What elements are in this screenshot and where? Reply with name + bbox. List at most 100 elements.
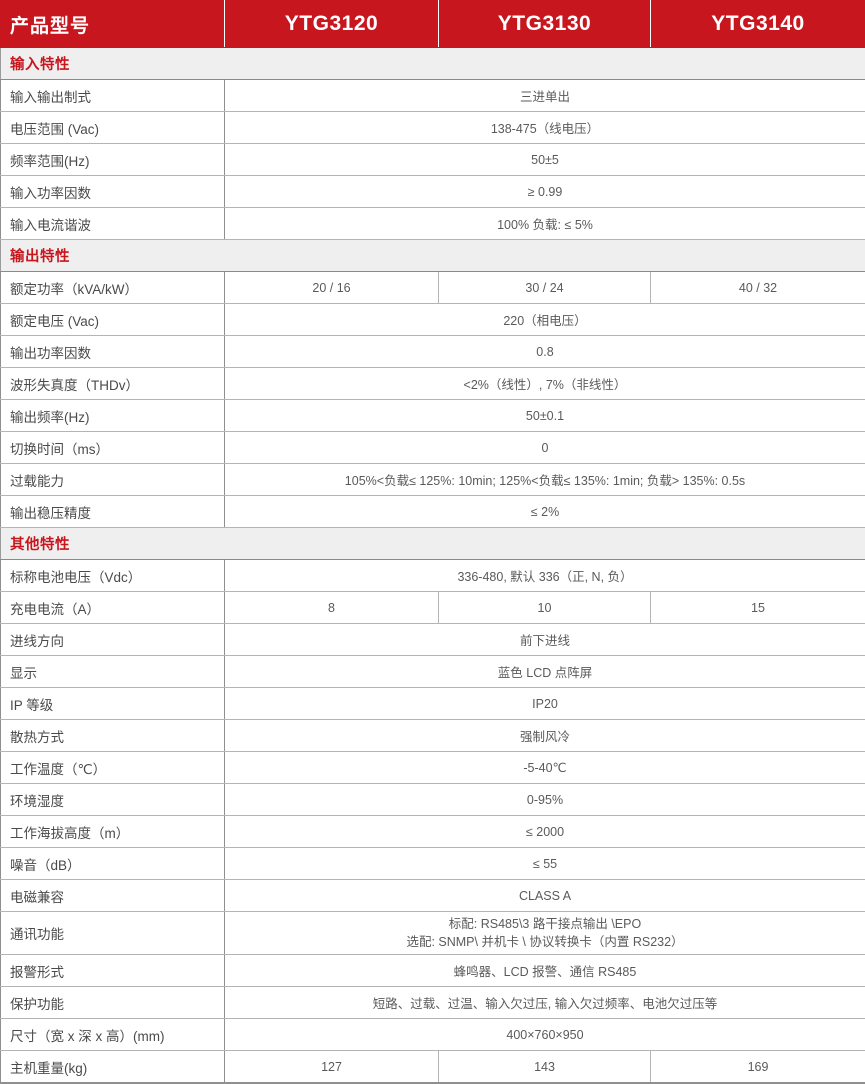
- row-label: 输入功率因数: [1, 176, 225, 208]
- row-value-span: ≤ 2%: [225, 496, 865, 528]
- row-value-span: 220（相电压）: [225, 304, 865, 336]
- row-value-span: 蓝色 LCD 点阵屏: [225, 656, 865, 688]
- table-row: 电压范围 (Vac)138-475（线电压）: [1, 112, 865, 144]
- row-value-span: ≤ 55: [225, 848, 865, 880]
- header-product-model: 产品型号: [1, 1, 225, 48]
- row-value-model-2: 30 / 24: [439, 272, 651, 304]
- row-label: 通讯功能: [1, 912, 225, 955]
- row-value-span: 强制风冷: [225, 720, 865, 752]
- row-value-model-3: 40 / 32: [651, 272, 865, 304]
- row-label: 电压范围 (Vac): [1, 112, 225, 144]
- row-label: 工作温度（℃）: [1, 752, 225, 784]
- table-row: 尺寸（宽 x 深 x 高）(mm)400×760×950: [1, 1019, 865, 1051]
- row-value-span: ≥ 0.99: [225, 176, 865, 208]
- row-value-span: 0.8: [225, 336, 865, 368]
- row-label: 输出频率(Hz): [1, 400, 225, 432]
- row-value-span: 100% 负载: ≤ 5%: [225, 208, 865, 240]
- row-value-span: 三进单出: [225, 80, 865, 112]
- table-row: 工作温度（℃）-5-40℃: [1, 752, 865, 784]
- table-row: 输入功率因数≥ 0.99: [1, 176, 865, 208]
- row-label: 输入输出制式: [1, 80, 225, 112]
- header-model-3: YTG3140: [651, 1, 865, 48]
- table-row: 频率范围(Hz)50±5: [1, 144, 865, 176]
- row-label: 额定电压 (Vac): [1, 304, 225, 336]
- row-label: IP 等级: [1, 688, 225, 720]
- section-header-row: 输入特性: [1, 48, 865, 80]
- row-label: 噪音（dB）: [1, 848, 225, 880]
- row-label: 主机重量(kg): [1, 1051, 225, 1084]
- table-row: 输出频率(Hz)50±0.1: [1, 400, 865, 432]
- row-label: 过载能力: [1, 464, 225, 496]
- table-row: 进线方向前下进线: [1, 624, 865, 656]
- row-label: 频率范围(Hz): [1, 144, 225, 176]
- table-row: 额定电压 (Vac)220（相电压）: [1, 304, 865, 336]
- row-label: 电磁兼容: [1, 880, 225, 912]
- row-value-model-1: 8: [225, 592, 439, 624]
- row-value-span: IP20: [225, 688, 865, 720]
- section-title: 输出特性: [1, 240, 865, 272]
- row-label: 输出功率因数: [1, 336, 225, 368]
- row-value-span: CLASS A: [225, 880, 865, 912]
- section-header-row: 输出特性: [1, 240, 865, 272]
- row-label: 显示: [1, 656, 225, 688]
- row-value-span: 336-480, 默认 336（正, N, 负）: [225, 560, 865, 592]
- row-value-span: 前下进线: [225, 624, 865, 656]
- table-body: 输入特性输入输出制式三进单出电压范围 (Vac)138-475（线电压）频率范围…: [1, 48, 865, 1084]
- row-label: 标称电池电压（Vdc）: [1, 560, 225, 592]
- row-label: 报警形式: [1, 955, 225, 987]
- row-value-span: <2%（线性）, 7%（非线性）: [225, 368, 865, 400]
- table-row: 输出稳压精度≤ 2%: [1, 496, 865, 528]
- row-value-span: 蜂鸣器、LCD 报警、通信 RS485: [225, 955, 865, 987]
- row-label: 环境湿度: [1, 784, 225, 816]
- row-value-span: 0-95%: [225, 784, 865, 816]
- row-label: 保护功能: [1, 987, 225, 1019]
- row-value-model-1: 127: [225, 1051, 439, 1084]
- row-label: 散热方式: [1, 720, 225, 752]
- table-row: 显示蓝色 LCD 点阵屏: [1, 656, 865, 688]
- row-label: 尺寸（宽 x 深 x 高）(mm): [1, 1019, 225, 1051]
- table-row: 波形失真度（THDv）<2%（线性）, 7%（非线性）: [1, 368, 865, 400]
- table-row: 标称电池电压（Vdc）336-480, 默认 336（正, N, 负）: [1, 560, 865, 592]
- table-row: 保护功能短路、过载、过温、输入欠过压, 输入欠过频率、电池欠过压等: [1, 987, 865, 1019]
- row-value-span: 105%<负载≤ 125%: 10min; 125%<负载≤ 135%: 1mi…: [225, 464, 865, 496]
- table-row: 切换时间（ms）0: [1, 432, 865, 464]
- table-row: 报警形式蜂鸣器、LCD 报警、通信 RS485: [1, 955, 865, 987]
- section-title: 输入特性: [1, 48, 865, 80]
- row-label: 输入电流谐波: [1, 208, 225, 240]
- row-value-span: 50±0.1: [225, 400, 865, 432]
- row-value-model-1: 20 / 16: [225, 272, 439, 304]
- row-value-model-3: 15: [651, 592, 865, 624]
- table-row: 输入输出制式三进单出: [1, 80, 865, 112]
- row-label: 额定功率（kVA/kW）: [1, 272, 225, 304]
- row-label: 工作海拔高度（m）: [1, 816, 225, 848]
- table-row: 散热方式强制风冷: [1, 720, 865, 752]
- row-value-span: 0: [225, 432, 865, 464]
- row-label: 充电电流（A）: [1, 592, 225, 624]
- section-title: 其他特性: [1, 528, 865, 560]
- row-label: 输出稳压精度: [1, 496, 225, 528]
- row-value-model-2: 143: [439, 1051, 651, 1084]
- table-header-row: 产品型号 YTG3120 YTG3130 YTG3140: [1, 1, 865, 48]
- header-model-1: YTG3120: [225, 1, 439, 48]
- table-row: 工作海拔高度（m）≤ 2000: [1, 816, 865, 848]
- table-row: 噪音（dB）≤ 55: [1, 848, 865, 880]
- row-value-span: 138-475（线电压）: [225, 112, 865, 144]
- row-value-span: ≤ 2000: [225, 816, 865, 848]
- row-value-span: 400×760×950: [225, 1019, 865, 1051]
- row-value-span: 50±5: [225, 144, 865, 176]
- row-value-model-2: 10: [439, 592, 651, 624]
- section-header-row: 其他特性: [1, 528, 865, 560]
- row-value-model-3: 169: [651, 1051, 865, 1084]
